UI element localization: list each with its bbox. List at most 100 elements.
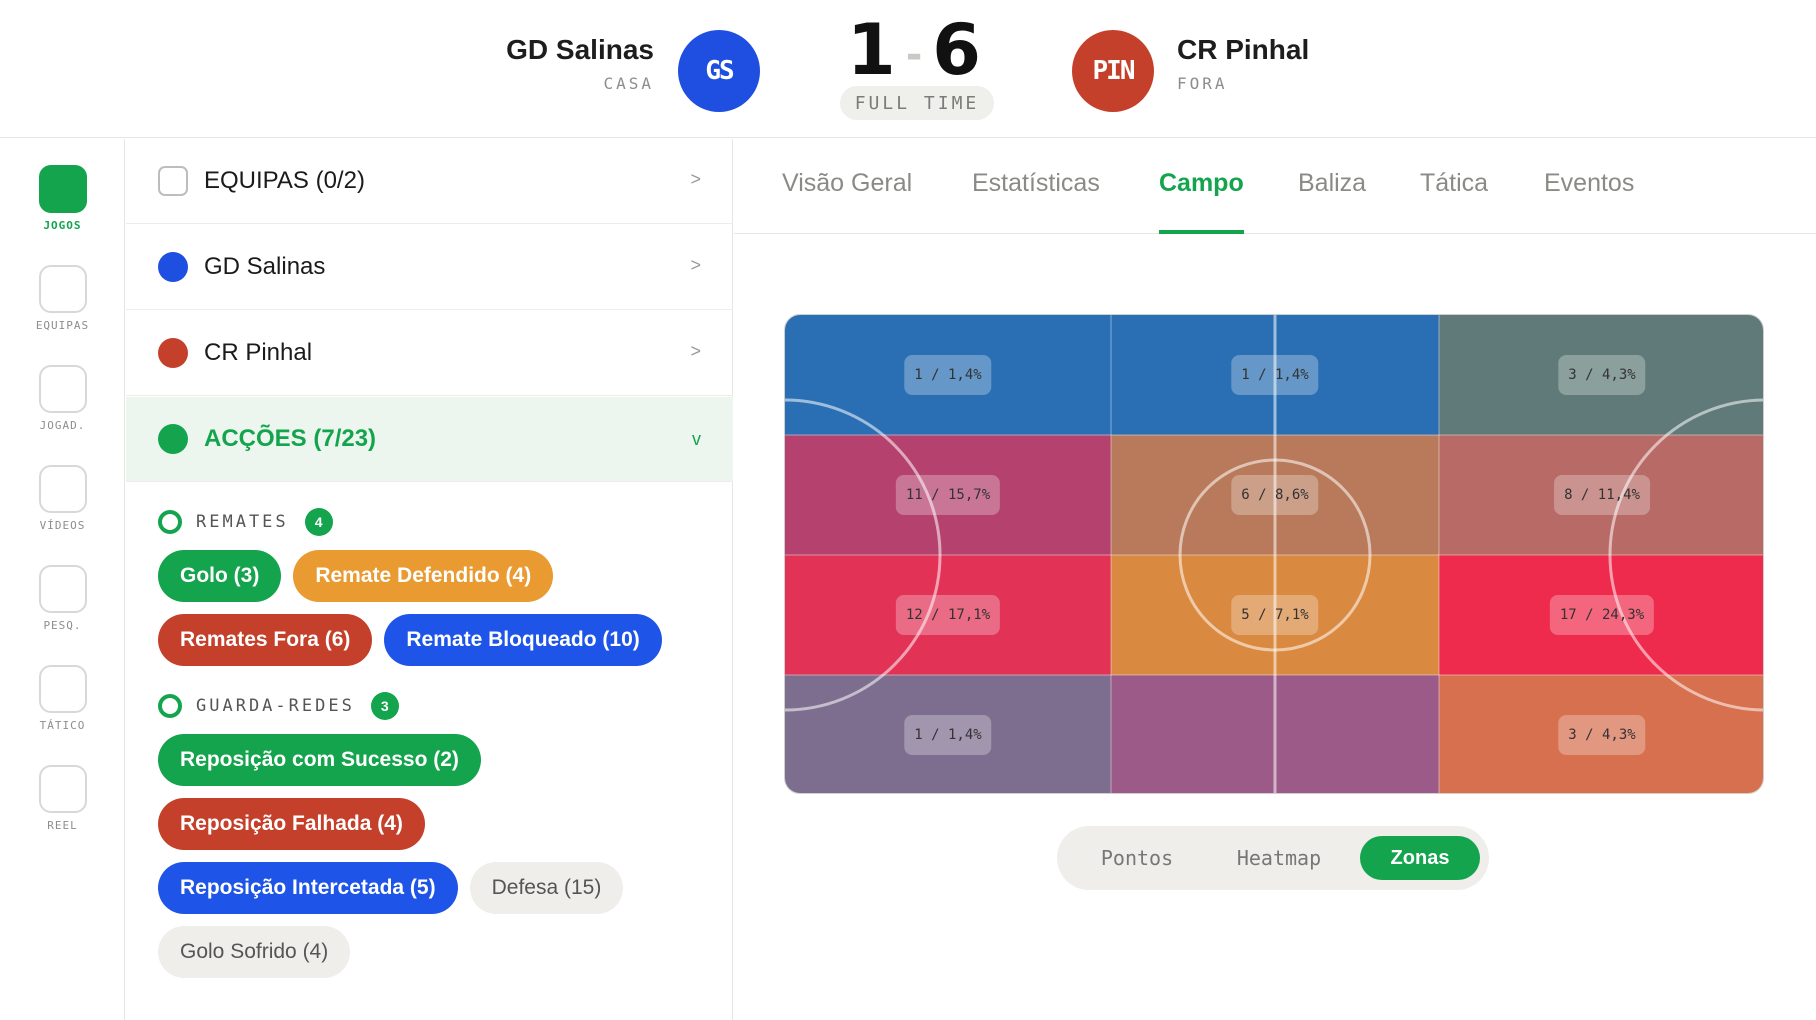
pitch-zone[interactable] <box>785 555 1111 675</box>
section-title: REMATES <box>196 512 289 532</box>
filter-row-label: EQUIPAS (0/2) <box>204 167 365 194</box>
section-title: GUARDA-REDES <box>196 696 355 716</box>
chevron-right-icon: > <box>690 255 701 275</box>
rail-item-jogadores[interactable]: JOGAD. <box>0 365 125 432</box>
rail-item-jogos[interactable]: JOGOS <box>0 165 125 232</box>
rail-label: JOGAD. <box>39 419 86 432</box>
games-icon <box>38 165 87 213</box>
away-team-side: FORA <box>1177 74 1228 93</box>
chip-group-guarda-redes: Reposição com Sucesso (2) Reposição Falh… <box>158 734 638 978</box>
filter-row-teams[interactable]: EQUIPAS (0/2) > <box>126 139 733 224</box>
pitch-zone[interactable] <box>1439 315 1763 435</box>
filter-chip[interactable]: Remate Bloqueado (10) <box>384 614 662 666</box>
home-team-name: GD Salinas <box>506 34 654 65</box>
actions-color-dot <box>158 424 188 454</box>
away-team-color-dot <box>158 338 188 368</box>
filter-chip[interactable]: Remates Fora (6) <box>158 614 373 666</box>
zone-label: 17 / 24,3% <box>1549 595 1655 635</box>
match-status-badge: FULL TIME <box>840 86 994 120</box>
pitch-zones-map[interactable]: 1 / 1,4% 1 / 1,4% 3 / 4,3% 11 / 15,7% 6 / 8,… <box>784 314 1764 794</box>
score-separator: - <box>905 31 925 78</box>
filter-chip[interactable]: Reposição com Sucesso (2) <box>158 734 481 786</box>
pitch-zone[interactable] <box>1439 675 1763 793</box>
toggle-pontos[interactable]: Pontos <box>1100 846 1174 870</box>
filter-chip[interactable]: Reposição Falhada (4) <box>158 798 425 850</box>
filter-row-label: ACÇÕES (7/23) <box>204 425 377 452</box>
view-mode-toggle: Pontos Heatmap Zonas <box>1057 826 1489 890</box>
away-team-crest: PIN <box>1072 30 1154 112</box>
pitch-zone[interactable] <box>785 315 1111 435</box>
teams-checkbox[interactable] <box>158 166 188 196</box>
pitch-lines <box>785 315 1763 793</box>
pitch-zone[interactable] <box>785 435 1111 555</box>
count-badge: 3 <box>370 692 399 720</box>
zone-label: 5 / 7,1% <box>1231 595 1319 635</box>
rail-item-reel[interactable]: REEL <box>0 765 125 832</box>
away-team[interactable]: CR Pinhal FORA <box>1177 34 1309 93</box>
filter-chip[interactable]: Defesa (15) <box>469 862 624 914</box>
rail-label: EQUIPAS <box>35 319 90 332</box>
ring-icon <box>158 694 182 718</box>
toggle-zonas[interactable]: Zonas <box>1360 836 1480 880</box>
rail-item-equipas[interactable]: EQUIPAS <box>0 265 125 332</box>
rail-label: REEL <box>47 819 78 832</box>
count-badge: 4 <box>304 508 333 536</box>
rail-label: JOGOS <box>43 219 82 232</box>
away-team-name: CR Pinhal <box>1177 34 1310 65</box>
toggle-heatmap[interactable]: Heatmap <box>1236 846 1322 870</box>
ring-icon <box>158 510 182 534</box>
main-tabs: Visão Geral Estatísticas Campo Baliza Tá… <box>734 139 1816 234</box>
home-score: 1 <box>846 9 898 91</box>
tactics-icon <box>38 665 87 713</box>
nav-rail: JOGOS EQUIPAS JOGAD. VÍDEOS PESQ. TÁTICO… <box>0 139 125 1020</box>
zone-label: 3 / 4,3% <box>1558 355 1646 395</box>
rail-item-tatico[interactable]: TÁTICO <box>0 665 125 732</box>
filter-row-away-team[interactable]: CR Pinhal > <box>126 311 733 396</box>
zone-label: 6 / 8,6% <box>1231 475 1319 515</box>
home-team-side: CASA <box>603 74 654 93</box>
filter-chip[interactable]: Reposição Intercetada (5) <box>158 862 458 914</box>
chevron-right-icon: > <box>690 341 701 361</box>
filter-chip[interactable]: Golo Sofrido (4) <box>158 926 351 978</box>
zone-label: 11 / 15,7% <box>895 475 1001 515</box>
filter-row-home-team[interactable]: GD Salinas > <box>126 225 733 310</box>
tab-visao-geral[interactable]: Visão Geral <box>782 169 913 197</box>
pitch-zone[interactable] <box>1439 435 1763 555</box>
teams-icon <box>38 265 87 313</box>
rail-item-pesquisa[interactable]: PESQ. <box>0 565 125 632</box>
tab-baliza[interactable]: Baliza <box>1298 169 1367 197</box>
home-team-color-dot <box>158 252 188 282</box>
match-header: GD Salinas CASA GS 1-6 FULL TIME PIN CR … <box>0 0 1816 138</box>
search-icon <box>38 565 87 613</box>
chevron-right-icon: > <box>690 169 701 189</box>
away-score: 6 <box>932 9 984 91</box>
filter-row-actions[interactable]: ACÇÕES (7/23) v <box>126 397 733 482</box>
filter-row-label: GD Salinas <box>204 253 326 280</box>
chevron-down-icon: v <box>692 429 701 449</box>
filter-row-label: CR Pinhal <box>204 339 313 366</box>
zone-label: 1 / 1,4% <box>904 355 992 395</box>
tab-campo[interactable]: Campo <box>1159 169 1244 234</box>
rail-label: PESQ. <box>43 619 82 632</box>
filter-panel: EQUIPAS (0/2) > GD Salinas > CR Pinhal >… <box>126 139 733 1020</box>
tab-estatisticas[interactable]: Estatísticas <box>972 169 1100 197</box>
filter-chip[interactable]: Remate Defendido (4) <box>293 550 554 602</box>
rail-item-videos[interactable]: VÍDEOS <box>0 465 125 532</box>
home-team[interactable]: GD Salinas CASA <box>506 34 654 93</box>
tab-tatica[interactable]: Tática <box>1420 169 1489 197</box>
zone-label: 1 / 1,4% <box>1231 355 1319 395</box>
videos-icon <box>38 465 87 513</box>
chip-group-remates: Golo (3) Remate Defendido (4) Remates Fo… <box>158 550 718 666</box>
rail-label: TÁTICO <box>39 719 86 732</box>
section-guarda-redes[interactable]: GUARDA-REDES 3 <box>158 692 399 720</box>
tab-eventos[interactable]: Eventos <box>1544 169 1635 197</box>
pitch-zone[interactable] <box>1439 555 1763 675</box>
pitch-zone[interactable] <box>785 675 1111 793</box>
section-remates[interactable]: REMATES 4 <box>158 508 333 536</box>
players-icon <box>38 365 87 413</box>
filter-chip[interactable]: Golo (3) <box>158 550 282 602</box>
home-team-crest: GS <box>678 30 760 112</box>
reel-icon <box>38 765 87 813</box>
zone-label: 8 / 11,4% <box>1554 475 1650 515</box>
zone-label: 3 / 4,3% <box>1558 715 1646 755</box>
